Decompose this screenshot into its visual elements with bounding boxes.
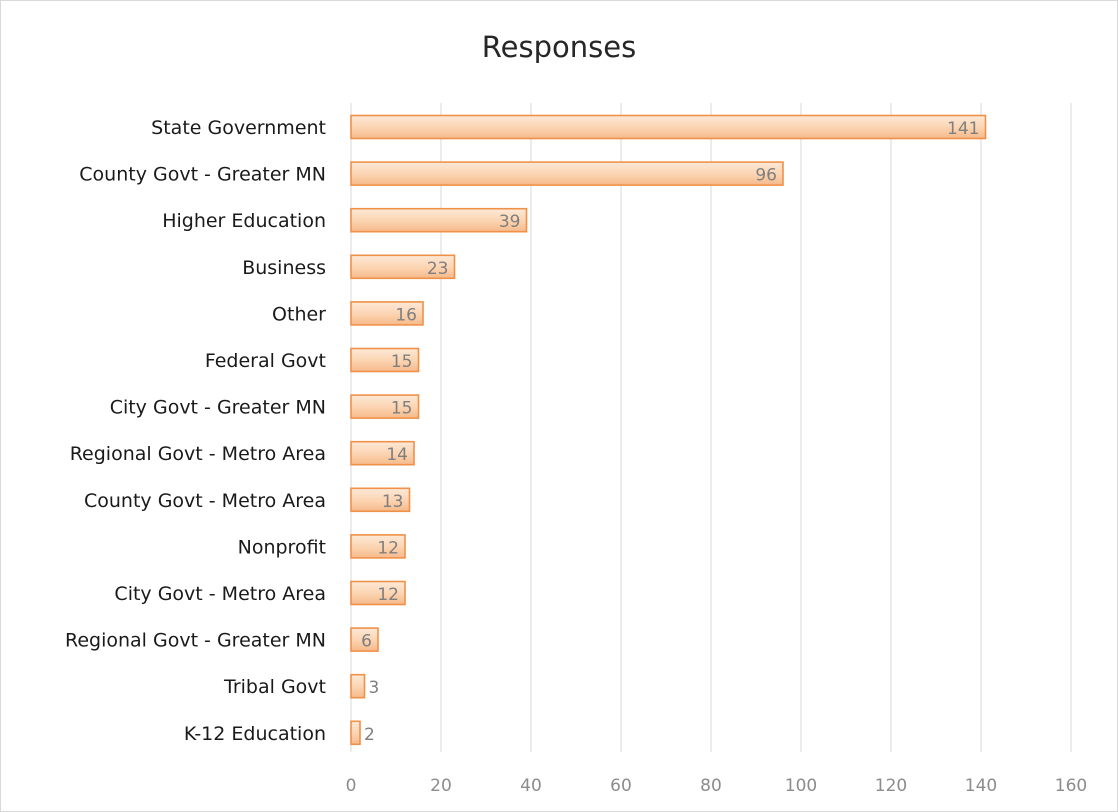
data-label: 141	[947, 119, 979, 139]
bar	[350, 114, 987, 140]
category-label: Other	[272, 303, 326, 325]
data-label: 2	[364, 725, 375, 745]
category-label: County Govt - Metro Area	[84, 490, 326, 512]
x-tick-label: 160	[1055, 776, 1087, 796]
data-label: 96	[755, 166, 777, 186]
category-label: Business	[242, 257, 326, 279]
bar	[350, 394, 420, 419]
data-label: 14	[386, 445, 408, 465]
data-label: 23	[427, 259, 449, 279]
x-tick-label: 100	[785, 776, 817, 796]
category-label: Federal Govt	[205, 350, 326, 372]
data-label: 39	[499, 212, 521, 232]
x-tick-label: 40	[520, 776, 542, 796]
data-label: 12	[377, 585, 399, 605]
bar	[350, 207, 528, 233]
x-axis-ticks: 0 20 40 60 80 100 120 140 160	[346, 776, 1088, 796]
data-label: 15	[391, 352, 413, 372]
bar	[350, 720, 361, 746]
category-label: Higher Education	[162, 210, 326, 232]
bar	[350, 301, 424, 326]
data-label: 13	[382, 492, 404, 512]
category-label: County Govt - Greater MN	[79, 164, 326, 186]
gridlines	[350, 103, 1072, 752]
category-label: Tribal Govt	[223, 676, 326, 698]
category-label: City Govt - Greater MN	[110, 397, 326, 419]
data-label: 3	[369, 678, 380, 698]
bar	[350, 347, 420, 373]
x-tick-label: 20	[430, 776, 452, 796]
bar	[350, 627, 379, 652]
category-label: City Govt - Metro Area	[114, 583, 326, 605]
x-tick-label: 140	[965, 776, 997, 796]
category-label: Regional Govt - Greater MN	[65, 630, 326, 652]
bars	[350, 114, 987, 746]
data-label: 15	[391, 399, 413, 419]
category-label: K-12 Education	[184, 723, 326, 745]
chart-title: Responses	[481, 30, 637, 64]
bar	[350, 673, 366, 699]
data-label: 12	[377, 538, 399, 558]
x-tick-label: 120	[875, 776, 907, 796]
data-label: 16	[395, 305, 417, 325]
bar	[350, 534, 406, 559]
category-label: Regional Govt - Metro Area	[70, 443, 326, 465]
bar	[350, 161, 784, 186]
category-label: State Government	[151, 117, 326, 139]
bar	[350, 487, 411, 513]
bar	[350, 440, 415, 466]
bar	[350, 580, 406, 606]
x-tick-label: 60	[610, 776, 632, 796]
data-labels: 141 96 39 23 16 15 15 14 13 12 12 6 3 2	[361, 119, 979, 745]
category-label: Nonprofit	[238, 536, 326, 558]
x-tick-label: 80	[700, 776, 722, 796]
x-tick-label: 0	[346, 776, 357, 796]
category-labels: State Government County Govt - Greater MN…	[65, 117, 326, 745]
bar	[350, 254, 456, 280]
data-label: 6	[361, 632, 372, 652]
